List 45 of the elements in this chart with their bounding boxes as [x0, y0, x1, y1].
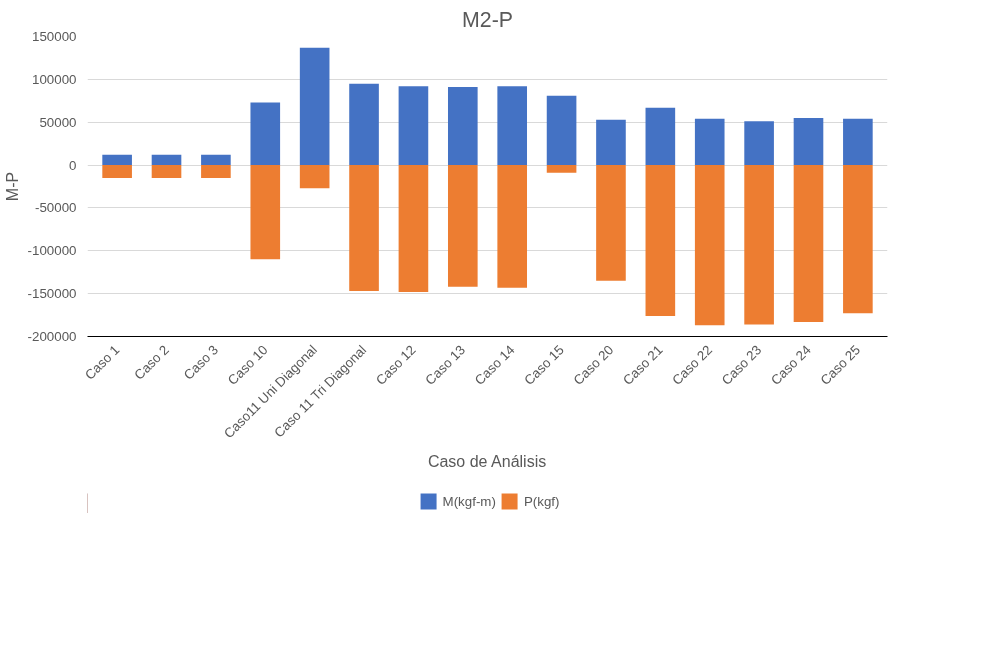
bar	[744, 121, 774, 166]
bar	[447, 87, 478, 166]
y-tick-label: 50000	[39, 114, 77, 130]
bar	[398, 86, 429, 166]
bar	[201, 165, 231, 178]
bar	[793, 117, 824, 166]
bar	[793, 165, 824, 322]
bar	[201, 154, 231, 166]
y-tick-label: -50000	[35, 200, 77, 216]
bar	[250, 102, 281, 166]
bar	[645, 165, 676, 316]
bar	[102, 165, 132, 178]
bar	[694, 118, 725, 166]
y-tick-label: -150000	[27, 286, 77, 302]
y-tick-label: -200000	[27, 329, 77, 344]
bar	[843, 118, 873, 166]
bar	[151, 165, 182, 178]
bar	[596, 119, 626, 166]
bar	[398, 165, 429, 292]
y-tick-label: -100000	[27, 243, 77, 259]
chart-title: M2-P	[462, 7, 513, 32]
bar	[299, 47, 330, 166]
bar	[349, 165, 379, 292]
y-axis-title: M-P	[3, 171, 21, 202]
bar	[497, 165, 528, 288]
bar	[645, 107, 676, 166]
bar	[102, 154, 132, 166]
bar	[694, 165, 725, 326]
y-tick-label: 150000	[32, 29, 77, 44]
bar	[744, 165, 774, 325]
y-tick-label: 100000	[32, 71, 77, 87]
y-tick-label: 0	[69, 157, 77, 173]
bar	[843, 165, 873, 314]
bar	[349, 83, 379, 166]
bar	[546, 165, 577, 173]
bar	[447, 165, 478, 287]
bar	[299, 165, 330, 189]
bar	[497, 86, 528, 166]
legend-label: M(kgf-m)	[442, 493, 496, 509]
bar	[546, 95, 577, 166]
bar	[250, 165, 281, 260]
x-axis-title: Caso de Análisis	[427, 453, 547, 471]
legend-label: P(kgf)	[523, 493, 560, 509]
bar	[151, 154, 182, 166]
bar	[596, 165, 626, 281]
